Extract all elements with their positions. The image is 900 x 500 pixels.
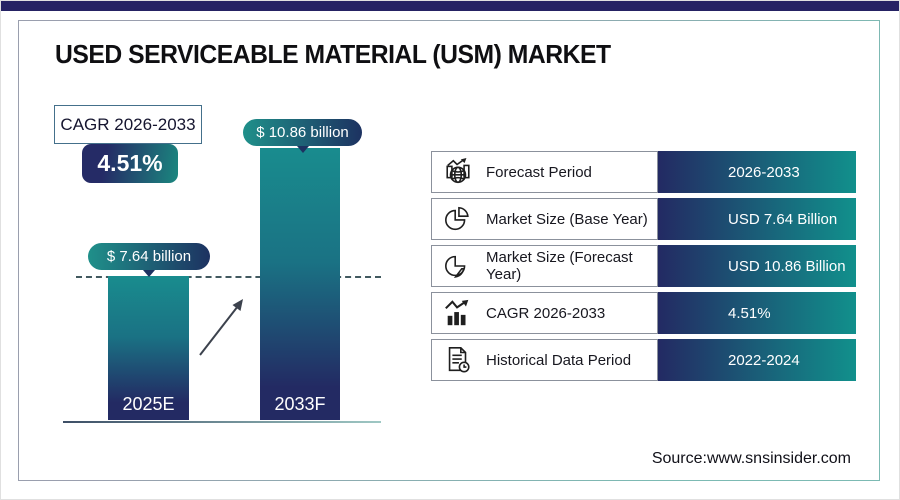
- market-summary-table: Forecast Period 2026-2033 Market Size (B…: [431, 151, 856, 386]
- table-row: Market Size (Forecast Year) USD 10.86 Bi…: [431, 245, 856, 287]
- growth-arrow-icon: [199, 299, 243, 356]
- cagr-value-badge: 4.51%: [82, 144, 178, 183]
- bar-2033f: 2033F: [260, 148, 340, 420]
- bar-category-label: 2025E: [122, 394, 175, 414]
- top-accent-bar: [1, 1, 899, 11]
- pie-chart-icon: [443, 251, 473, 281]
- document-clock-icon: [443, 345, 473, 375]
- bar-category-label: 2033F: [274, 394, 326, 414]
- row-value: 2022-2024: [658, 339, 856, 381]
- row-value: USD 10.86 Billion: [658, 245, 856, 287]
- table-row: Forecast Period 2026-2033: [431, 151, 856, 193]
- row-label: Forecast Period: [486, 163, 592, 181]
- bar-2025e: 2025E: [108, 276, 189, 420]
- row-label: Market Size (Base Year): [486, 210, 648, 228]
- reference-dashed-line: [76, 276, 381, 278]
- table-row: Market Size (Base Year) USD 7.64 Billion: [431, 198, 856, 240]
- table-row: CAGR 2026-2033 4.51%: [431, 292, 856, 334]
- row-value: 2026-2033: [658, 151, 856, 193]
- page-title: USED SERVICEABLE MATERIAL (USM) MARKET: [55, 39, 611, 69]
- bar-value-callout-2025: $ 7.64 billion: [88, 243, 210, 270]
- row-value: USD 7.64 Billion: [658, 198, 856, 240]
- globe-growth-icon: [443, 157, 473, 187]
- row-value: 4.51%: [658, 292, 856, 334]
- pie-chart-icon: [443, 204, 473, 234]
- chart-baseline: [63, 421, 381, 423]
- row-label: Market Size (Forecast Year): [486, 249, 633, 283]
- table-row: Historical Data Period 2022-2024: [431, 339, 856, 381]
- source-attribution: Source:www.snsinsider.com: [651, 450, 851, 467]
- row-label: Historical Data Period: [486, 351, 632, 369]
- cagr-period-label: CAGR 2026-2033: [54, 105, 202, 144]
- row-label: CAGR 2026-2033: [486, 304, 606, 322]
- bar-growth-icon: [443, 298, 473, 328]
- bar-value-callout-2033: $ 10.86 billion: [243, 119, 362, 146]
